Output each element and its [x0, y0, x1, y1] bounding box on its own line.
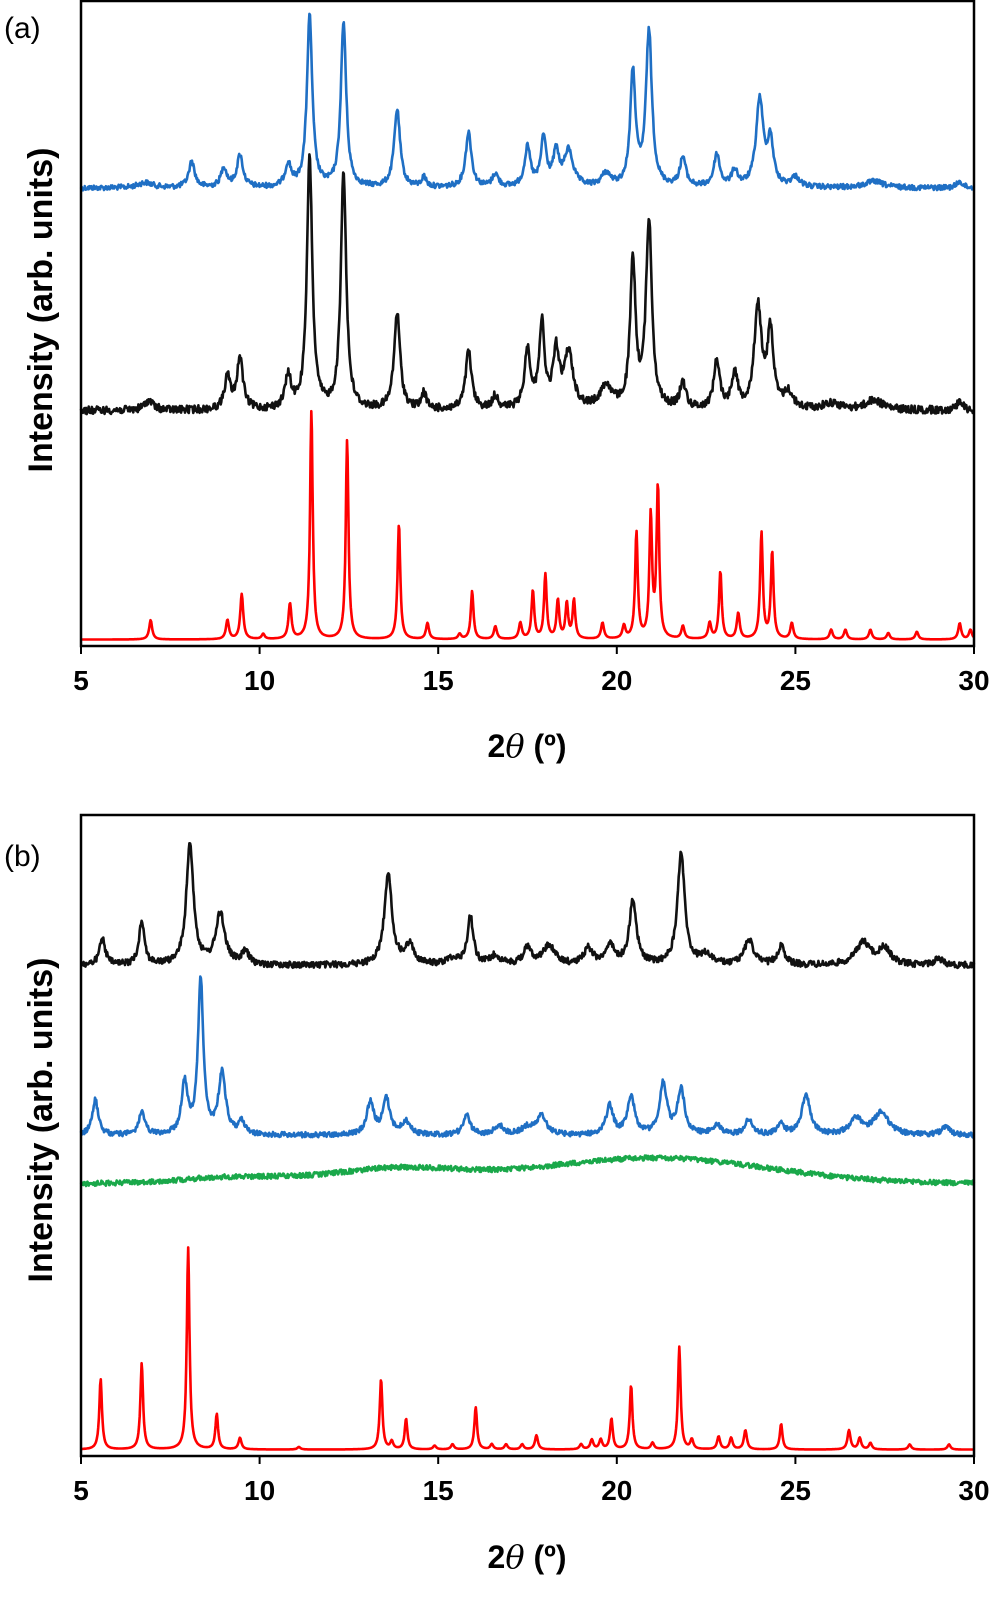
plot-area	[79, 12, 975, 641]
x-tick-label: 5	[73, 1475, 89, 1506]
plot-frame	[79, 0, 976, 648]
x-tick-label: 20	[601, 665, 632, 696]
x-axis-label-prefix: 2	[488, 728, 506, 764]
series-line-4	[80, 1246, 975, 1451]
series-line-3	[79, 1154, 976, 1188]
plot-frame	[79, 813, 976, 1458]
series-line-2	[79, 975, 975, 1139]
x-tick-label: 15	[423, 1475, 454, 1506]
chart-panel-a: (a) Intensity (arb. units) 2θ (º) 5 10 15 2…	[4, 0, 990, 765]
y-axis-label: Intensity (arb. units)	[22, 958, 60, 1283]
x-tick-label: 20	[601, 1475, 632, 1506]
x-ticks: 5 10 15 20 25 30	[73, 1456, 990, 1506]
x-axis-label: 2θ (º)	[488, 727, 567, 765]
series-line-1	[79, 12, 975, 192]
x-tick-label: 30	[958, 1475, 989, 1506]
x-tick-label: 10	[244, 665, 275, 696]
x-axis-label-prefix: 2	[488, 1539, 506, 1575]
series-line-1	[80, 841, 976, 970]
x-axis-label: 2θ (º)	[488, 1538, 567, 1576]
panel-label: (b)	[4, 840, 41, 873]
x-axis-label-unit: (º)	[525, 1539, 567, 1575]
series-line-3	[80, 409, 975, 641]
chart-panel-b: (b) Intensity (arb. units) 2θ (º) 5 10 15 2…	[4, 813, 990, 1576]
x-tick-label: 5	[73, 665, 89, 696]
x-axis-label-unit: (º)	[525, 728, 567, 764]
plot-area	[79, 841, 976, 1451]
panel-label: (a)	[4, 12, 41, 45]
x-axis-label-theta: θ	[505, 727, 524, 765]
x-tick-label: 25	[780, 665, 811, 696]
y-axis-label: Intensity (arb. units)	[22, 148, 60, 473]
series-line-2	[79, 153, 975, 416]
x-axis-label-theta: θ	[505, 1538, 524, 1576]
x-tick-label: 30	[958, 665, 989, 696]
x-ticks: 5 10 15 20 25 30	[73, 646, 990, 696]
x-tick-label: 25	[780, 1475, 811, 1506]
x-tick-label: 15	[423, 665, 454, 696]
x-tick-label: 10	[244, 1475, 275, 1506]
